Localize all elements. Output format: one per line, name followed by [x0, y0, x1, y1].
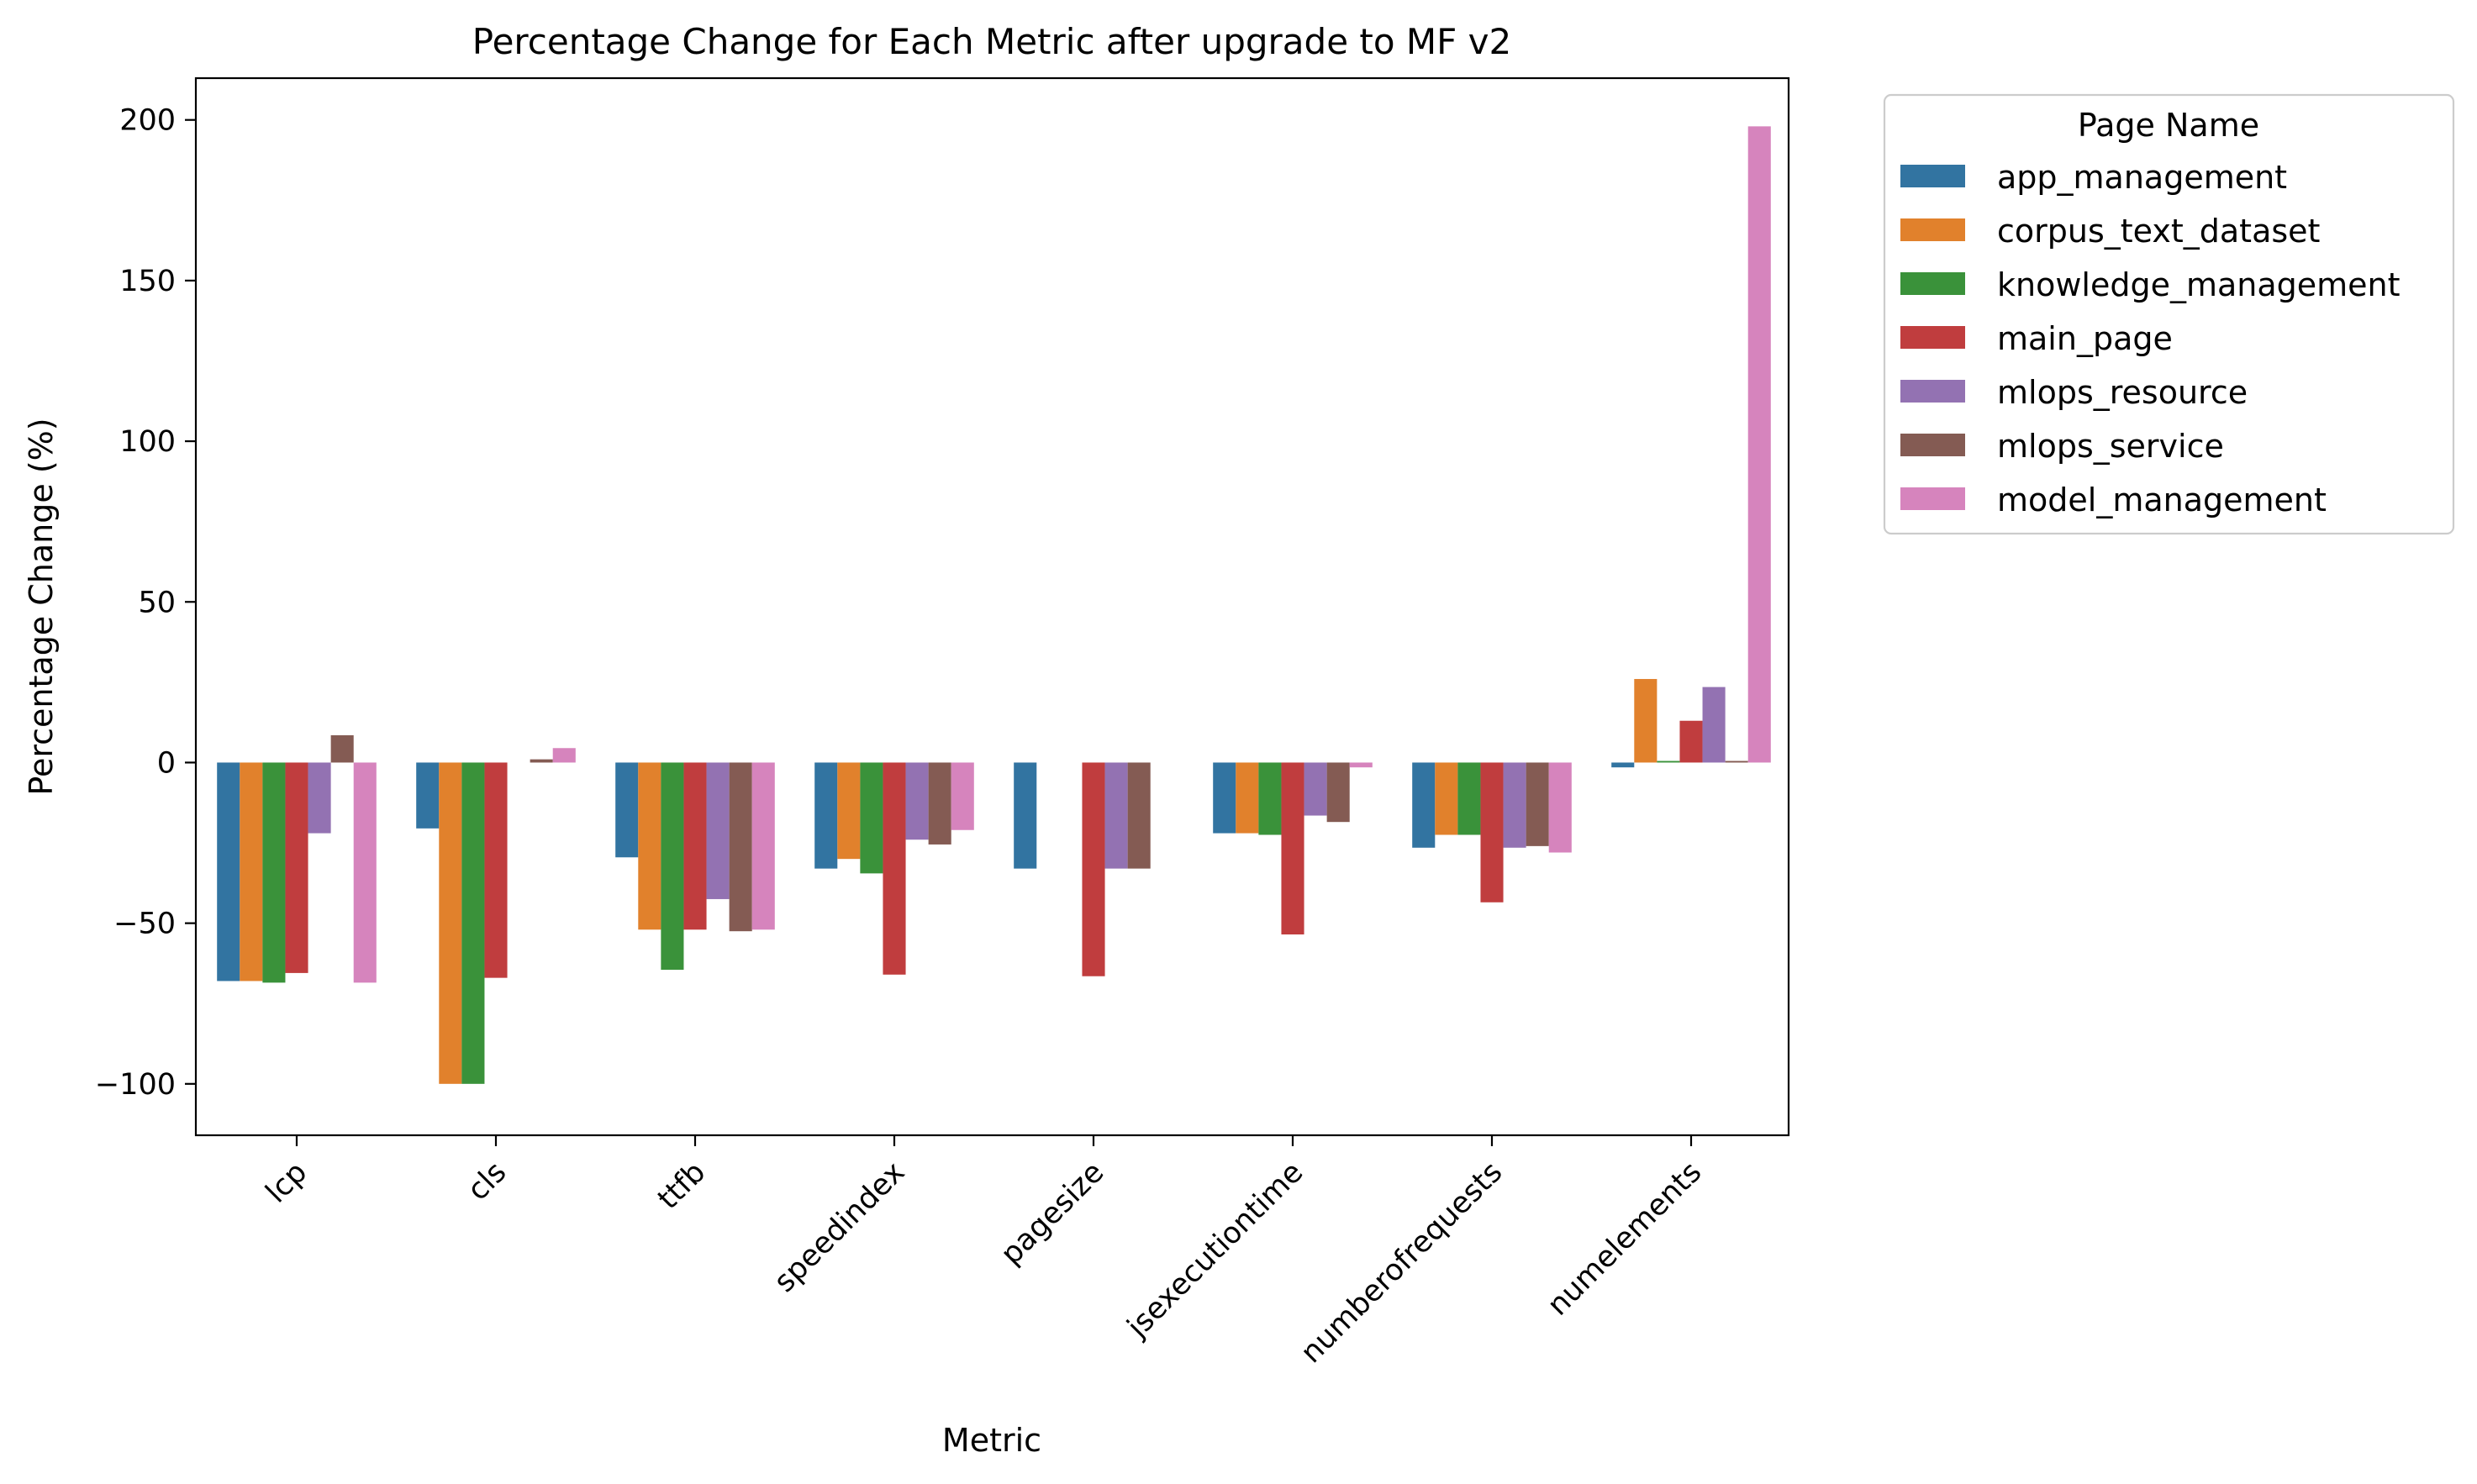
y-axis: −100 −50 0 50 100 150 200	[95, 104, 196, 1102]
bar-app_management-jsexecutiontime	[1213, 762, 1236, 834]
legend-swatch-app_management	[1900, 165, 1965, 187]
bar-model_management-speedindex	[951, 762, 974, 830]
bar-knowledge_management-jsexecutiontime	[1258, 762, 1282, 835]
bar-mlops_resource-ttfb	[706, 762, 730, 899]
bar-knowledge_management-ttfb	[661, 762, 684, 971]
bar-mlops_resource-jsexecutiontime	[1304, 762, 1327, 816]
bar-knowledge_management-numelements	[1657, 760, 1680, 763]
bar-mlops_service-pagesize	[1127, 762, 1151, 869]
legend: Page Name app_management corpus_text_data…	[1883, 93, 2455, 535]
x-tick-label: numberofrequests	[1294, 1155, 1509, 1370]
bar-mlops_resource-speedindex	[905, 762, 929, 840]
bar-main_page-speedindex	[883, 762, 906, 975]
bar-main_page-pagesize	[1082, 762, 1105, 976]
y-axis-label: Percentage Change (%)	[23, 418, 60, 795]
bar-app_management-ttfb	[615, 762, 639, 858]
legend-label-mlops_resource: mlops_resource	[1997, 374, 2248, 411]
chart-title: Percentage Change for Each Metric after …	[472, 21, 1511, 62]
bar-corpus_text_dataset-numelements	[1634, 679, 1657, 763]
bar-knowledge_management-cls	[461, 762, 485, 1084]
legend-swatch-knowledge_management	[1900, 272, 1965, 295]
x-tick-label: lcp	[260, 1155, 314, 1209]
legend-label-main_page: main_page	[1997, 320, 2173, 357]
bar-model_management-numelements	[1747, 126, 1771, 763]
bar-mlops_service-speedindex	[928, 762, 951, 845]
y-tick-label: 200	[119, 104, 176, 138]
bar-app_management-pagesize	[1014, 762, 1037, 869]
bar-knowledge_management-numberofrequests	[1457, 762, 1481, 835]
bar-main_page-jsexecutiontime	[1281, 762, 1304, 935]
x-tick-label: jsexecutiontime	[1120, 1155, 1310, 1345]
bar-mlops_resource-numelements	[1702, 687, 1726, 763]
bar-mlops_resource-lcp	[308, 762, 331, 834]
legend-label-app_management: app_management	[1997, 159, 2287, 196]
bar-mlops_service-cls	[530, 759, 553, 763]
legend-items: app_management corpus_text_datasetknowled…	[1900, 159, 2401, 518]
x-axis-label: Metric	[942, 1422, 1041, 1459]
x-tick-label: speedindex	[768, 1155, 912, 1299]
legend-label-corpus_text_dataset: corpus_text_dataset	[1997, 213, 2320, 250]
legend-frame	[1883, 93, 2455, 535]
bar-corpus_text_dataset-cls	[439, 762, 462, 1084]
bar-corpus_text_dataset-jsexecutiontime	[1236, 762, 1259, 834]
y-tick-label: 100	[119, 425, 176, 459]
bar-mlops_service-numelements	[1725, 760, 1748, 763]
bar-corpus_text_dataset-ttfb	[638, 762, 661, 930]
x-tick-label: numelements	[1542, 1155, 1709, 1323]
bar-app_management-cls	[416, 762, 440, 829]
legend-swatch-main_page	[1900, 326, 1965, 349]
y-tick-label: −50	[113, 908, 176, 941]
legend-swatch-mlops_resource	[1900, 380, 1965, 403]
legend-swatch-mlops_service	[1900, 434, 1965, 456]
bar-corpus_text_dataset-speedindex	[837, 762, 861, 860]
bar-app_management-speedindex	[814, 762, 838, 869]
bar-corpus_text_dataset-lcp	[240, 762, 263, 981]
plot-frame	[194, 76, 1790, 1137]
bar-mlops_service-lcp	[330, 734, 354, 763]
bar-main_page-numelements	[1679, 720, 1703, 763]
bar-app_management-numelements	[1611, 762, 1635, 768]
bar-model_management-ttfb	[751, 762, 775, 930]
bar-model_management-jsexecutiontime	[1349, 762, 1373, 768]
bars-group	[217, 126, 1771, 1084]
legend-title: Page Name	[2078, 107, 2259, 144]
bar-knowledge_management-lcp	[262, 762, 286, 983]
bar-main_page-cls	[484, 762, 508, 978]
legend-swatch-model_management	[1900, 487, 1965, 510]
legend-label-knowledge_management: knowledge_management	[1997, 266, 2401, 303]
x-tick-label: ttfb	[651, 1155, 712, 1216]
bar-mlops_service-numberofrequests	[1526, 762, 1549, 846]
y-tick-label: −100	[95, 1068, 176, 1102]
y-tick-label: 150	[119, 265, 176, 298]
bar-app_management-numberofrequests	[1412, 762, 1436, 848]
bar-model_management-lcp	[353, 762, 377, 983]
bar-mlops_resource-pagesize	[1104, 762, 1128, 869]
bar-main_page-ttfb	[683, 762, 707, 930]
bar-mlops_service-ttfb	[729, 762, 752, 932]
legend-label-model_management: model_management	[1997, 482, 2327, 518]
bar-mlops_resource-numberofrequests	[1503, 762, 1526, 848]
legend-swatch-corpus_text_dataset	[1900, 218, 1965, 241]
y-tick-label: 50	[138, 586, 176, 619]
bar-model_management-cls	[552, 748, 576, 763]
bar-main_page-numberofrequests	[1480, 762, 1504, 903]
bar-corpus_text_dataset-numberofrequests	[1435, 762, 1458, 835]
x-tick-label: pagesize	[994, 1155, 1110, 1271]
bar-knowledge_management-speedindex	[860, 762, 883, 874]
y-tick-label: 0	[157, 746, 176, 780]
x-tick-label: cls	[461, 1155, 514, 1208]
bar-mlops_service-jsexecutiontime	[1326, 762, 1350, 823]
bar-app_management-lcp	[217, 762, 240, 981]
bar-model_management-numberofrequests	[1548, 762, 1572, 853]
legend-label-mlops_service: mlops_service	[1997, 428, 2224, 465]
x-axis: lcp cls ttfb speedindex pagesize jsexecutiont…	[260, 1135, 1708, 1370]
bar-main_page-lcp	[285, 762, 308, 973]
